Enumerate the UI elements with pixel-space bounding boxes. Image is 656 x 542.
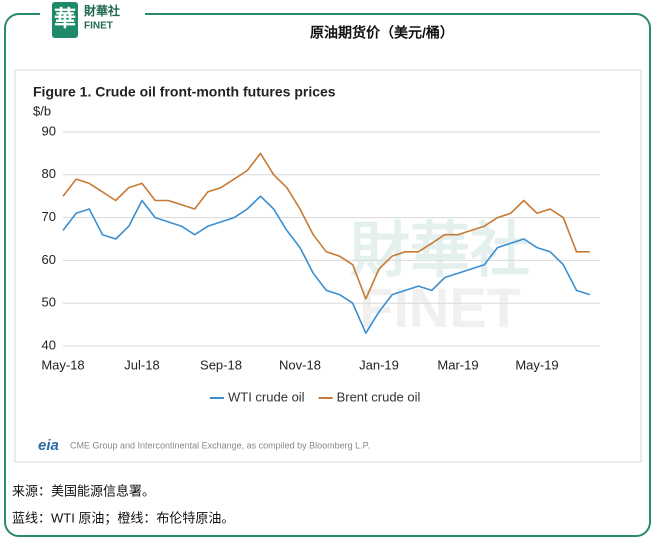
x-tick-label: Jan-19 [359, 357, 399, 372]
x-tick-label: Sep-18 [200, 357, 242, 372]
series-line [62, 152, 590, 300]
x-tick-label: Mar-19 [437, 357, 478, 372]
y-tick-label: 90 [42, 123, 56, 138]
series-line [62, 195, 590, 334]
x-tick-label: May-19 [515, 357, 558, 372]
y-tick-label: 60 [42, 252, 56, 267]
source: CME Group and Intercontinental Exchange,… [70, 440, 370, 450]
x-tick-label: Nov-18 [279, 357, 321, 372]
source-logo: eia [38, 437, 59, 454]
logo-badge [52, 2, 78, 38]
footer-line: 来源：美国能源信息署。 [12, 483, 155, 498]
y-tick-label: 70 [42, 209, 56, 224]
x-tick-label: Jul-18 [124, 357, 159, 372]
legend-label: Brent crude oil [337, 389, 421, 404]
legend-label: WTI crude oil [228, 389, 305, 404]
y-tick-label: 80 [42, 166, 56, 181]
footer-line: 蓝线：WTI 原油；橙线：布伦特原油。 [12, 510, 234, 526]
page-title: 原油期货价（美元/桶） [310, 25, 454, 41]
chart-card [14, 69, 642, 463]
y-tick-label: 50 [42, 295, 56, 310]
watermark-sub: FINET [359, 276, 521, 339]
y-tick-label: 40 [42, 337, 56, 352]
watermark: 財華社 [350, 217, 530, 284]
y-axis-label: $/b [33, 103, 51, 118]
logo-glyph: 華 [54, 6, 76, 31]
chart-title: Figure 1. Crude oil front-month futures … [33, 84, 336, 100]
logo-name: 財華社 [83, 3, 120, 18]
logo-sub: FINET [84, 21, 113, 32]
x-tick-label: May-18 [41, 357, 84, 372]
